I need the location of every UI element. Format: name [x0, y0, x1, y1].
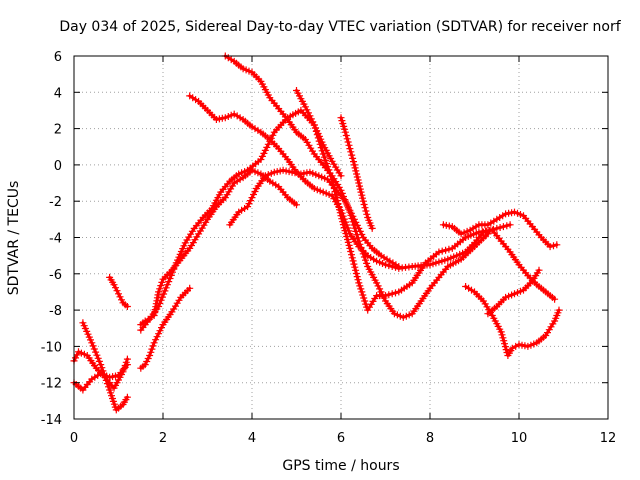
y-tick-label: -14 — [41, 413, 62, 428]
axes: 0 2 4 6 8 10 12 -14 -12 -10 -8 -6 -4 -2 0 2 4 6 — [41, 50, 617, 446]
series-markers — [106, 273, 131, 310]
series-arc-10 — [226, 166, 403, 270]
y-tick-label: -4 — [49, 232, 62, 247]
y-tick-label: 2 — [54, 123, 62, 138]
x-tick-label: 12 — [600, 431, 617, 446]
y-tick-label: -6 — [49, 268, 62, 283]
series-arc-11 — [293, 87, 345, 180]
x-tick-label: 2 — [159, 431, 167, 446]
series-arc-5 — [137, 284, 194, 372]
y-tick-label: 6 — [54, 50, 62, 65]
y-tick-label: 4 — [54, 86, 62, 101]
x-tick-label: 10 — [511, 431, 528, 446]
y-tick-label: 0 — [54, 159, 62, 174]
chart-title: Day 034 of 2025, Sidereal Day-to-day VTE… — [59, 19, 621, 35]
series-markers — [79, 319, 131, 414]
x-axis-label: GPS time / hours — [282, 458, 399, 474]
series-markers — [484, 266, 543, 318]
grid — [74, 56, 608, 419]
series-arc-12 — [337, 114, 376, 232]
plot-area — [70, 52, 563, 414]
y-tick-label: -2 — [49, 195, 62, 210]
x-tick-label: 6 — [337, 431, 345, 446]
x-tick-label: 0 — [70, 431, 78, 446]
series-markers — [439, 208, 561, 251]
y-axis-label: SDTVAR / TECUs — [6, 181, 22, 296]
series-markers — [293, 87, 345, 180]
series-arc-3 — [79, 319, 131, 414]
x-tick-label: 8 — [426, 431, 434, 446]
series-markers — [137, 106, 559, 334]
x-tick-label: 4 — [248, 431, 256, 446]
series-markers — [137, 284, 194, 372]
y-tick-label: -12 — [41, 377, 62, 392]
series-markers — [337, 114, 376, 232]
y-tick-label: -10 — [41, 340, 62, 355]
series-markers — [226, 166, 403, 270]
series-arc-4 — [106, 273, 131, 310]
series-arc-13 — [439, 208, 561, 251]
series-trace — [486, 268, 541, 316]
series-arc-15 — [484, 266, 543, 318]
y-tick-label: -8 — [49, 304, 62, 319]
